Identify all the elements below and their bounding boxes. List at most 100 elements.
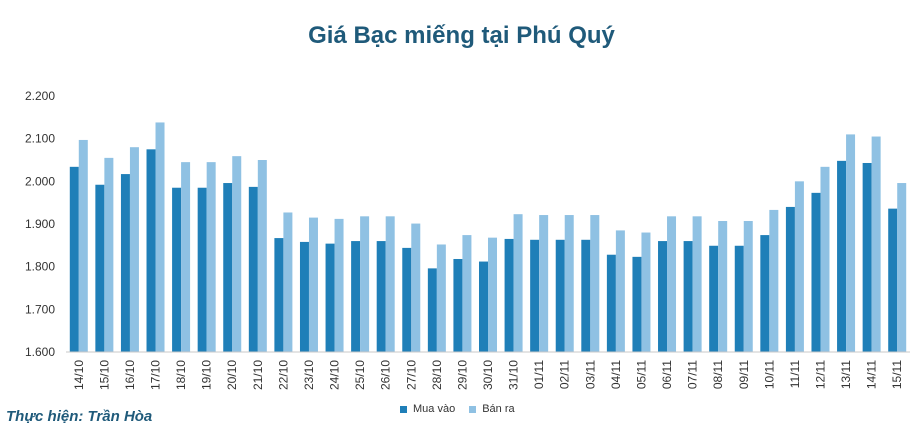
bar-ban-ra [155,122,165,352]
bar-ban-ra [692,216,702,352]
legend-item-buy: Mua vào [400,403,455,415]
x-tick-label: 15/10 [97,360,111,390]
y-tick-label: 2.100 [25,132,55,146]
x-tick-label: 27/10 [404,360,418,390]
bar-ban-ra [641,232,651,352]
bar-mua-vao [837,160,847,352]
bar-mua-vao [172,187,182,352]
x-tick-label: 21/10 [251,360,265,390]
bar-ban-ra [181,162,191,352]
bar-mua-vao [581,239,591,352]
legend: Mua vào Bán ra [400,403,529,415]
x-tick-label: 31/10 [507,360,521,390]
bar-mua-vao [658,241,668,352]
bar-mua-vao [299,241,309,352]
bar-mua-vao [785,206,795,352]
bar-ban-ra [615,230,625,352]
bar-mua-vao [888,208,898,352]
y-tick-label: 2.000 [25,174,55,188]
credit-text: Thực hiện: Trần Hòa [6,408,153,425]
y-tick-label: 1.600 [25,345,55,359]
x-tick-label: 10/11 [762,360,776,389]
bar-ban-ra [871,136,881,352]
bar-ban-ra [385,216,395,352]
x-tick-label: 05/11 [634,360,648,389]
x-tick-label: 30/10 [481,360,495,390]
legend-swatch-sell [469,405,477,413]
bar-mua-vao [862,162,872,352]
bar-mua-vao [223,183,233,352]
x-tick-label: 13/11 [839,360,853,389]
bar-mua-vao [69,166,79,352]
bars [69,122,907,352]
x-tick-label: 11/11 [788,360,802,389]
y-tick-label: 2.200 [25,89,55,103]
legend-swatch-buy [400,405,407,413]
x-tick-label: 08/11 [711,360,725,389]
bar-ban-ra [513,214,523,352]
bar-mua-vao [325,243,335,352]
bar-mua-vao [120,174,130,352]
legend-label-buy: Mua vào [413,403,456,415]
bar-mua-vao [146,149,156,352]
x-tick-label: 16/10 [123,360,137,390]
bar-mua-vao [95,184,105,352]
x-tick-label: 03/11 [583,360,597,389]
x-axis: 14/10 15/10 16/10 17/10 18/10 19/10 20/10 21/10… [72,360,904,390]
x-tick-label: 04/11 [609,360,623,389]
x-tick-label: 15/11 [890,360,904,389]
legend-item-sell: Bán ra [469,403,515,415]
legend-label-sell: Bán ra [482,403,515,415]
bar-ban-ra [257,160,267,352]
x-tick-label: 17/10 [149,360,163,390]
bar-ban-ra [590,215,600,352]
bar-ban-ra [794,181,804,352]
bar-ban-ra [769,209,779,352]
bar-ban-ra [564,215,574,352]
y-tick-label: 1.800 [25,260,55,274]
x-tick-label: 14/11 [865,360,879,389]
bar-ban-ra [360,216,370,352]
bar-mua-vao [197,187,207,352]
bar-ban-ra [104,157,114,352]
x-tick-label: 26/10 [379,360,393,390]
bar-ban-ra [820,166,830,352]
x-tick-label: 24/10 [328,360,342,390]
x-tick-label: 29/10 [455,360,469,390]
x-tick-label: 14/10 [72,360,86,390]
bar-ban-ra [462,235,472,352]
bar-ban-ra [539,215,549,352]
x-tick-label: 25/10 [353,360,367,390]
bar-mua-vao [351,241,361,352]
bar-ban-ra [308,217,318,352]
chart-title: Giá Bạc miếng tại Phú Quý [308,22,615,49]
bar-mua-vao [479,261,488,352]
bar-ban-ra [436,244,446,352]
bar-mua-vao [504,238,514,352]
bar-ban-ra [334,218,344,352]
bar-mua-vao [606,254,616,352]
x-tick-label: 18/10 [174,360,188,390]
bar-ban-ra [232,156,242,352]
x-tick-label: 02/11 [558,360,572,389]
x-tick-label: 23/10 [302,360,316,390]
bar-ban-ra [129,147,139,352]
bar-ban-ra [411,223,421,352]
bar-ban-ra [667,216,677,352]
bar-mua-vao [453,258,463,352]
x-tick-label: 20/10 [225,360,239,390]
bar-ban-ra [897,183,907,352]
bar-mua-vao [248,186,258,352]
bar-mua-vao [811,192,821,352]
bar-ban-ra [206,162,216,352]
bar-mua-vao [427,268,437,352]
x-tick-label: 28/10 [430,360,444,390]
bar-mua-vao [683,241,693,352]
y-axis: 1.600 1.700 1.800 1.900 2.000 2.100 2.200 [25,89,55,359]
bar-mua-vao [274,238,284,352]
bar-mua-vao [632,256,642,352]
x-tick-label: 07/11 [686,360,700,389]
y-tick-label: 1.900 [25,217,55,231]
bar-mua-vao [734,245,744,352]
